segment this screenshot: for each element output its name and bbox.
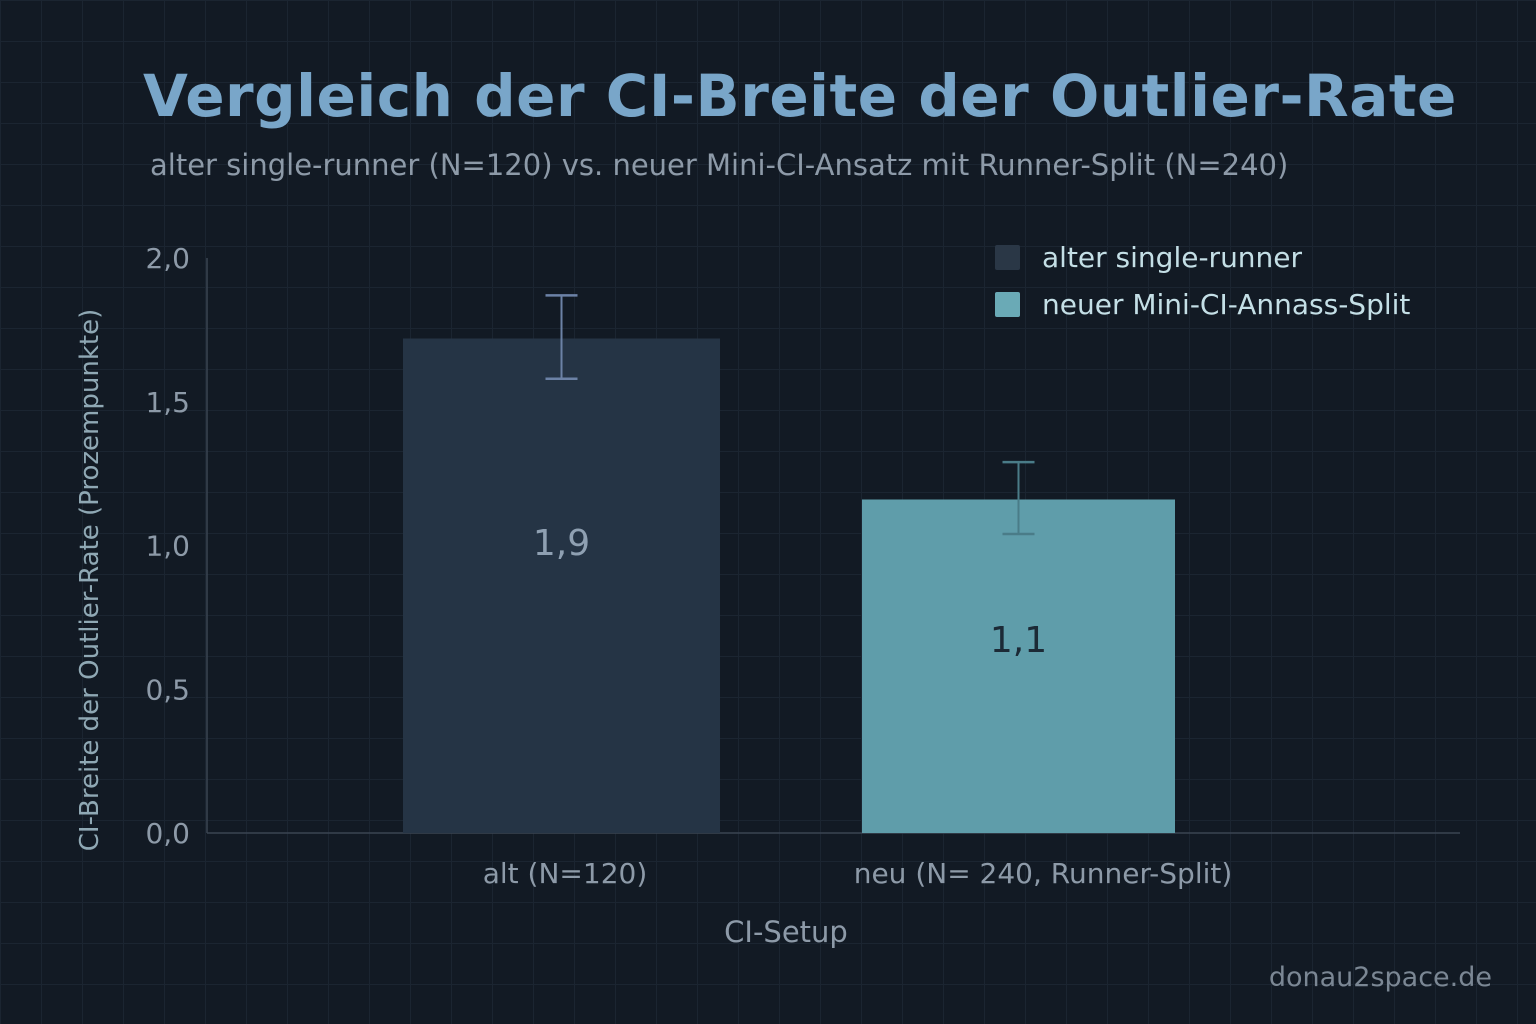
legend-item-alt: alter single-runner: [995, 234, 1410, 281]
x-axis-label: CI-Setup: [724, 915, 848, 949]
legend-label-neu: neuer Mini-CI-Annass-Split: [1042, 288, 1411, 321]
y-axis-label: CI-Breite der Outlier-Rate (Prozempunkte…: [75, 308, 105, 852]
legend-label-alt: alter single-runner: [1042, 241, 1303, 274]
x-tick-label-1: neu (N= 240, Runner-Split): [854, 857, 1233, 890]
chart-title: Vergleich der CI-Breite der Outlier-Rate: [143, 62, 1457, 130]
y-tick-label: 0,5: [145, 673, 190, 706]
bar-0: [403, 338, 720, 833]
legend: alter single-runner neuer Mini-CI-Annass…: [995, 234, 1410, 328]
x-tick-label-0: alt (N=120): [483, 857, 648, 890]
watermark: donau2space.de: [1268, 962, 1492, 993]
y-tick-label: 1,5: [145, 386, 190, 419]
y-tick-label: 2,0: [145, 242, 190, 275]
legend-swatch-alt: [995, 245, 1020, 270]
bar-1: [862, 499, 1175, 833]
y-tick-label: 0,0: [145, 817, 190, 850]
legend-swatch-neu: [995, 292, 1020, 317]
legend-item-neu: neuer Mini-CI-Annass-Split: [995, 281, 1410, 328]
y-tick-label: 1,0: [145, 530, 190, 563]
chart-subtitle: alter single-runner (N=120) vs. neuer Mi…: [150, 148, 1289, 182]
data-label-1: 1,1: [990, 620, 1047, 661]
data-label-0: 1,9: [533, 523, 590, 564]
